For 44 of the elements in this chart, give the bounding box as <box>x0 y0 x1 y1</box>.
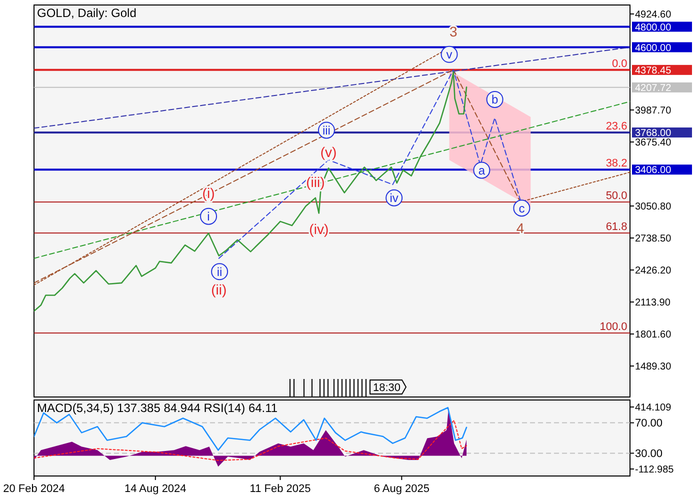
annotation: 23.6 <box>606 120 628 132</box>
annotation: 61.8 <box>606 221 628 234</box>
annotation: v <box>446 48 452 62</box>
ref-line-label: 4600.00 <box>635 42 672 54</box>
y-tick-label: 1489.30 <box>635 362 672 373</box>
annotation: a <box>478 163 486 178</box>
y-tick-label: 3050.80 <box>635 201 672 212</box>
x-tick-label: 20 Feb 2024 <box>3 483 65 495</box>
y-tick-label: 414.109 <box>635 402 672 414</box>
annotation: 3 <box>450 24 458 40</box>
annotation: 18:30 <box>373 382 401 394</box>
ref-line-label: 4378.45 <box>635 66 672 77</box>
annotation: 100.0 <box>600 321 628 334</box>
annotation: 0.0 <box>612 58 628 70</box>
ref-line-label: 3406.00 <box>635 165 672 176</box>
annotation: ii <box>216 264 222 279</box>
annotation: iv <box>390 191 398 206</box>
chart-title: MACD(5,34,5) 137.385 84.944 RSI(14) 64.11 <box>37 401 278 415</box>
annotation: c <box>518 201 525 216</box>
annotation: 38.2 <box>606 158 628 170</box>
annotation: b <box>491 92 498 107</box>
y-tick-label: 2738.50 <box>635 233 672 244</box>
x-tick-label: 11 Feb 2025 <box>250 483 311 495</box>
annotation: (ii) <box>211 282 227 298</box>
ref-line-label: 4800.00 <box>635 22 672 34</box>
annotation: 50.0 <box>606 190 628 202</box>
y2-tick-label: 30.00 <box>635 448 663 460</box>
annotation: (v) <box>320 144 337 160</box>
y-tick-label: 4924.60 <box>635 9 672 20</box>
ref-line-label: 4207.72 <box>635 83 672 94</box>
ref-line-label: 3768.00 <box>635 128 672 140</box>
y-tick-label: 2426.20 <box>635 266 672 276</box>
y-tick-label: 3675.40 <box>635 137 672 148</box>
x-tick-label: 6 Aug 2025 <box>374 483 430 495</box>
y-tick-label: 3987.70 <box>635 105 672 116</box>
y-tick-label: 1801.60 <box>635 330 672 341</box>
annotation: i <box>207 210 210 224</box>
y-tick-label: 2113.90 <box>635 298 671 309</box>
y2-tick-label: 70.00 <box>635 418 663 430</box>
x-tick-label: 14 Aug 2024 <box>124 483 186 495</box>
annotation: iii <box>322 123 330 138</box>
annotation: 4 <box>516 220 524 236</box>
chart-title: GOLD, Daily: Gold <box>37 6 136 20</box>
y-tick-label: -112.985 <box>635 464 674 476</box>
